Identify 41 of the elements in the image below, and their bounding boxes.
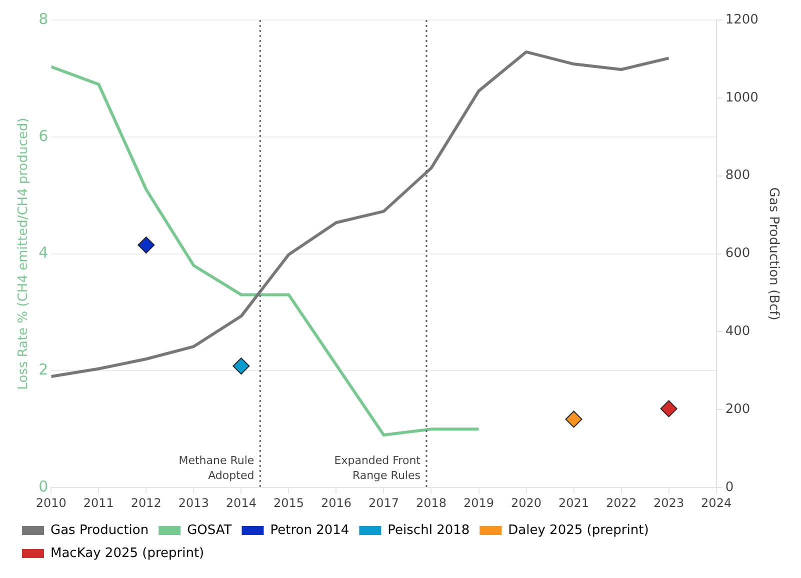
x-tick-label: 2022 — [606, 496, 637, 510]
x-tick-label: 2019 — [463, 496, 494, 510]
x-tick-label: 2010 — [36, 496, 66, 510]
y2-axis-title: Gas Production (Bcf) — [766, 187, 781, 320]
x-tick-label: 2014 — [226, 496, 256, 510]
point — [138, 236, 155, 254]
y-axis-title: Loss Rate % (CH4 emitted/CH4 produced) — [16, 118, 32, 390]
x-tick-label: 2011 — [83, 496, 114, 510]
y-tick-label: 0 — [38, 477, 48, 496]
x-tick-label: 2016 — [320, 496, 352, 510]
ref-line-label: Expanded Front Range Rules — [334, 454, 422, 482]
legend-label: Petron 2014 — [270, 522, 350, 538]
point — [232, 358, 250, 375]
x-tick-label: 2017 — [368, 496, 400, 510]
x-tick-label: 2018 — [416, 496, 447, 510]
y2-tick-label: 200 — [725, 402, 750, 418]
y2-tick-label: 600 — [725, 246, 750, 262]
y-tick-label: 6 — [38, 126, 48, 145]
y2-tick-label: 1000 — [725, 90, 758, 106]
y2-tick-label: 800 — [725, 168, 750, 184]
x-tick-label: 2021 — [558, 496, 590, 510]
legend-label: Peischl 2018 — [388, 522, 470, 538]
x-tick-label: 2015 — [273, 496, 304, 510]
x-tick-label: 2020 — [510, 496, 542, 510]
x-tick-label: 2024 — [701, 496, 732, 510]
y-tick-label: 2 — [38, 360, 48, 379]
legend-label: Daley 2025 (preprint) — [508, 522, 649, 538]
y-tick-label: 4 — [38, 244, 48, 262]
point — [565, 410, 582, 428]
y2-tick-label: 400 — [725, 324, 750, 340]
point — [660, 400, 678, 418]
ref-line-label: Methane Rule Adopted — [178, 454, 254, 482]
y2-tick-label: 0 — [725, 480, 734, 495]
legend-label: Gas Production — [50, 522, 149, 538]
x-tick-label: 2023 — [654, 496, 684, 510]
legend-label: MacKay 2025 (preprint) — [50, 546, 204, 561]
legend-label: GOSAT — [187, 522, 232, 538]
y-tick-label: 8 — [38, 10, 48, 28]
x-tick-label: 2012 — [130, 496, 162, 510]
x-tick-label: 2013 — [178, 496, 209, 510]
y2-tick-label: 1200 — [725, 12, 758, 28]
